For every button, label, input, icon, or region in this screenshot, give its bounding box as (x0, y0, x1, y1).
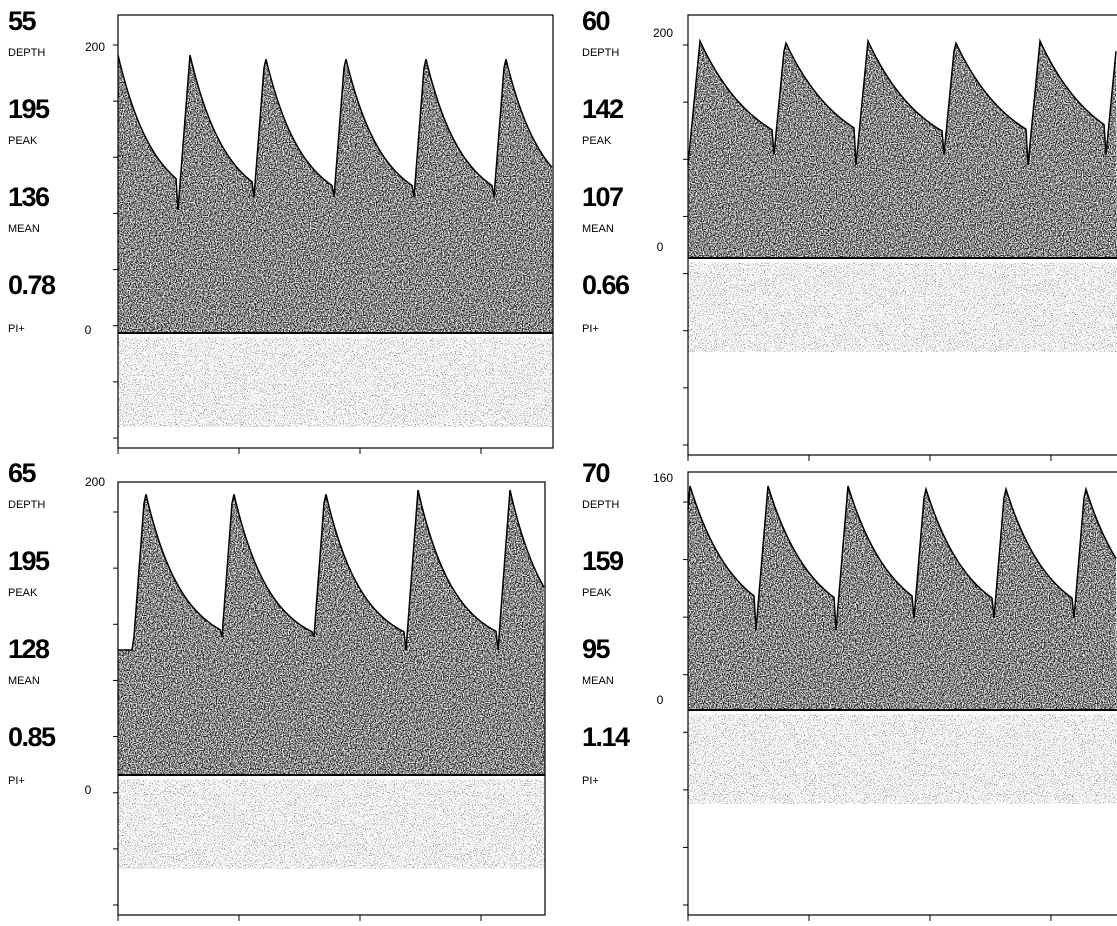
readout-label: MEAN (8, 223, 40, 235)
spectrum-fill (118, 490, 545, 775)
panel: 70 DEPTH 159 PEAK 95 MEAN 1.14 PI+ 160 0 (582, 458, 1117, 921)
readout-value: 70 (582, 458, 610, 488)
reverse-flow (118, 337, 553, 427)
spectrum-envelope (118, 489, 545, 651)
plot-frame (117, 14, 554, 449)
axis-label: 200 (85, 475, 105, 489)
plot-frame (687, 471, 1117, 916)
axis-label: 200 (653, 26, 673, 40)
readout-label: PI+ (8, 323, 25, 335)
spectrum-fill (688, 486, 1117, 710)
axis-label: 200 (85, 40, 105, 54)
readout-label: PEAK (8, 135, 38, 147)
panel: 55 DEPTH 195 PEAK 136 MEAN 0.78 PI+ 200 0 (8, 6, 554, 454)
readout-label: DEPTH (8, 499, 45, 511)
spectrum-fill (118, 55, 553, 333)
spectrum-envelope (687, 38, 1117, 166)
readout-label: PEAK (582, 135, 612, 147)
readout-label: DEPTH (8, 47, 45, 59)
spectrum-fill (688, 41, 1117, 258)
axis-label: 0 (85, 323, 92, 337)
axis-label: 0 (657, 240, 664, 254)
axis-label: 0 (85, 783, 92, 797)
readout-value: 1.14 (582, 722, 630, 752)
readout-value: 195 (8, 546, 50, 576)
readout-label: MEAN (582, 223, 614, 235)
panel: 65 DEPTH 195 PEAK 128 MEAN 0.85 PI+ 200 0 (8, 458, 546, 921)
axis-label: 160 (653, 471, 673, 485)
panel: 60 DEPTH 142 PEAK 107 MEAN 0.66 PI+ 200 0 (582, 6, 1117, 461)
readout-label: PEAK (582, 587, 612, 599)
readout-label: PI+ (582, 775, 599, 787)
readout-label: DEPTH (582, 47, 619, 59)
readout-label: MEAN (8, 675, 40, 687)
readout-label: PI+ (8, 775, 25, 787)
readout-label: MEAN (582, 675, 614, 687)
spectrum-envelope (687, 485, 1117, 631)
readout-value: 65 (8, 458, 37, 488)
readout-value: 0.78 (8, 270, 56, 300)
readout-value: 142 (582, 94, 623, 124)
readout-value: 60 (582, 6, 610, 36)
plot-frame (687, 14, 1117, 456)
plot-frame (117, 481, 546, 916)
reverse-flow (688, 714, 1117, 804)
readout-value: 128 (8, 634, 50, 664)
readout-value: 0.66 (582, 270, 630, 300)
reverse-flow (118, 779, 545, 869)
readout-value: 95 (582, 634, 611, 664)
readout-value: 107 (582, 182, 623, 212)
readout-value: 195 (8, 94, 50, 124)
readout-label: DEPTH (582, 499, 619, 511)
readout-label: PEAK (8, 587, 38, 599)
readout-label: PI+ (582, 323, 599, 335)
readout-value: 136 (8, 182, 50, 212)
reverse-flow (688, 262, 1117, 352)
axis-label: 0 (657, 693, 664, 707)
readout-value: 55 (8, 6, 37, 36)
readout-value: 159 (582, 546, 624, 576)
spectrum-envelope (117, 54, 553, 211)
readout-value: 0.85 (8, 722, 56, 752)
